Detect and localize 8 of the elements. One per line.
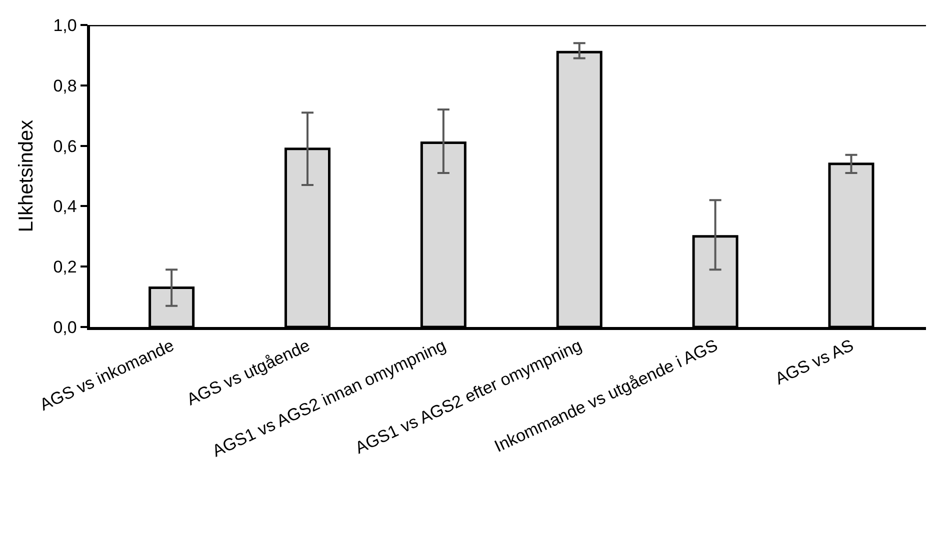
y-tick-label: 0,8 bbox=[53, 76, 77, 96]
y-tick-label: 1,0 bbox=[53, 16, 77, 35]
y-tick-label: 0,2 bbox=[53, 258, 77, 277]
y-tick-label: 0,6 bbox=[53, 136, 77, 156]
y-tick-label: 0,4 bbox=[53, 197, 77, 216]
y-axis-title: LIkhetsindex bbox=[16, 120, 38, 232]
x-tick-label: AGS vs AS bbox=[772, 336, 857, 389]
y-tick-label: 0,0 bbox=[53, 318, 77, 337]
